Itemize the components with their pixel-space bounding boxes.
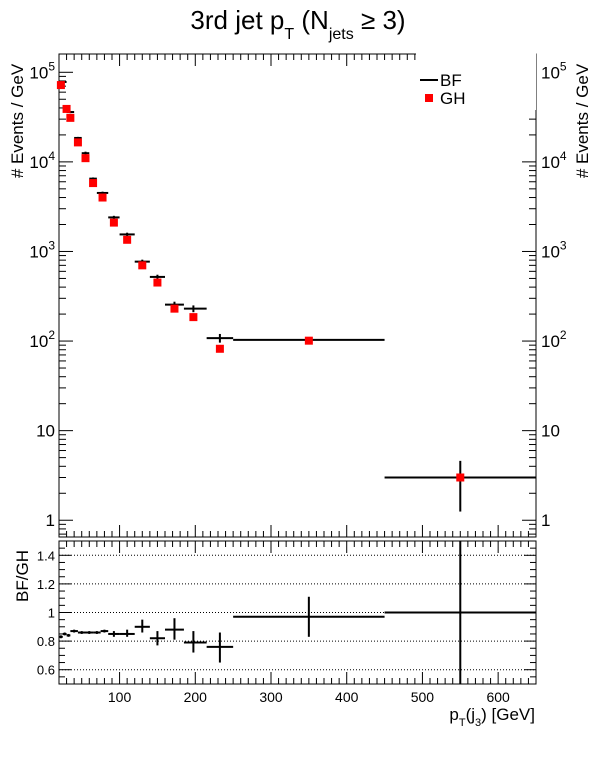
bf-series xyxy=(59,80,536,512)
top-y-tick-label-right: 102 xyxy=(541,328,567,351)
tick-base: 10 xyxy=(541,332,560,351)
tick-base: 10 xyxy=(29,63,48,82)
tick-base: 1 xyxy=(541,511,550,530)
top-y-tick-label-right: 105 xyxy=(541,59,567,82)
tick-exponent: 5 xyxy=(560,59,567,73)
tick-base: 10 xyxy=(36,422,55,441)
gh-point xyxy=(73,138,82,147)
tick-base: 10 xyxy=(541,153,560,172)
gh-point xyxy=(456,473,465,482)
tick-base: 10 xyxy=(541,242,560,261)
bf-point xyxy=(384,460,536,512)
ratio-point xyxy=(59,635,63,639)
gh-point xyxy=(170,304,179,313)
gh-point xyxy=(138,261,147,270)
x-tick-label: 400 xyxy=(335,689,359,705)
ratio-y-tick-label: 0.8 xyxy=(37,634,55,649)
x-tick-label: 600 xyxy=(486,689,510,705)
top-y-tick-label: 103 xyxy=(29,238,55,261)
ratio-point xyxy=(108,631,120,637)
gh-point xyxy=(89,179,98,188)
gh-point xyxy=(304,336,313,345)
ratio-point xyxy=(206,632,234,663)
x-tick-label: 300 xyxy=(259,689,283,705)
top-y-tick-label-right: 10 xyxy=(541,422,560,441)
tick-exponent: 5 xyxy=(48,59,55,73)
gh-point xyxy=(98,193,107,202)
ratio-point xyxy=(77,631,86,634)
top-y-tick-label-right: 1 xyxy=(541,511,550,530)
top-y-tick-label: 10 xyxy=(36,422,55,441)
ratio-y-tick-label: 1.2 xyxy=(37,577,55,592)
ratio-point xyxy=(149,631,165,646)
gh-point xyxy=(153,278,162,287)
bf-point xyxy=(206,333,234,343)
legend: BF GH xyxy=(416,52,536,110)
tick-base: 10 xyxy=(541,63,560,82)
ratio-point xyxy=(134,619,150,633)
tick-exponent: 3 xyxy=(48,238,55,252)
ratio-y-tick-label: 1.4 xyxy=(37,548,55,563)
ratio-point xyxy=(233,596,385,637)
bf-point xyxy=(119,232,135,237)
legend-gh-label: GH xyxy=(440,89,466,108)
top-y-tick-label-right: 103 xyxy=(541,238,567,261)
tick-exponent: 3 xyxy=(560,238,567,252)
bf-point xyxy=(149,274,165,280)
ratio-point xyxy=(70,629,78,633)
x-tick-label: 100 xyxy=(108,689,132,705)
tick-base: 10 xyxy=(29,332,48,351)
x-tick-label: 500 xyxy=(411,689,435,705)
top-y-tick-label-right: 104 xyxy=(541,149,567,172)
gh-point xyxy=(56,81,65,90)
gh-point xyxy=(62,104,71,113)
gh-point xyxy=(215,344,224,353)
ratio-y-tick-label: 1 xyxy=(48,606,55,621)
legend-bf-label: BF xyxy=(440,71,462,90)
ratio-series xyxy=(59,541,536,684)
top-pad-frame xyxy=(58,53,537,538)
ratio-point xyxy=(93,631,101,634)
ratio-point xyxy=(100,629,109,633)
y-axis-label-left: # Events / GeV xyxy=(8,63,27,178)
y-axis-label-right: # Events / GeV xyxy=(573,63,592,178)
tick-base: 10 xyxy=(541,422,560,441)
chart-title: 3rd jet pT (Njets ≥ 3) xyxy=(190,5,405,43)
top-y-tick-label: 1 xyxy=(46,511,55,530)
x-axis-label: pT(j3) [GeV] xyxy=(449,705,535,729)
ratio-y-tick-label: 0.6 xyxy=(37,663,55,678)
ratio-y-axis-label: BF/GH xyxy=(13,550,32,602)
x-tick-label: 200 xyxy=(184,689,208,705)
top-y-tick-label: 105 xyxy=(29,59,55,82)
ratio-point xyxy=(66,633,71,637)
bf-point xyxy=(183,305,207,313)
ratio-point xyxy=(85,631,94,634)
ratio-point xyxy=(119,629,135,637)
gh-point xyxy=(66,113,75,122)
gh-point xyxy=(81,154,90,163)
bf-point xyxy=(108,215,120,220)
tick-base: 10 xyxy=(29,153,48,172)
ratio-point xyxy=(62,632,67,636)
ratio-axes: 100 200 300 400 500 600 0.6 0.8 1 1.2 1.4 xyxy=(37,540,537,705)
tick-exponent: 2 xyxy=(48,328,55,342)
legend-gh-marker xyxy=(425,94,433,102)
ratio-point xyxy=(183,631,207,653)
top-y-tick-label: 102 xyxy=(29,328,55,351)
gh-point xyxy=(109,218,118,227)
tick-base: 10 xyxy=(29,242,48,261)
gh-point xyxy=(123,235,132,244)
top-y-tick-label: 104 xyxy=(29,149,55,172)
ratio-point xyxy=(384,541,536,684)
tick-exponent: 2 xyxy=(560,328,567,342)
tick-base: 1 xyxy=(46,511,55,530)
gh-series xyxy=(56,81,465,482)
gh-point xyxy=(189,313,198,322)
ratio-point xyxy=(165,618,184,640)
tick-exponent: 4 xyxy=(560,149,567,163)
tick-exponent: 4 xyxy=(48,149,55,163)
